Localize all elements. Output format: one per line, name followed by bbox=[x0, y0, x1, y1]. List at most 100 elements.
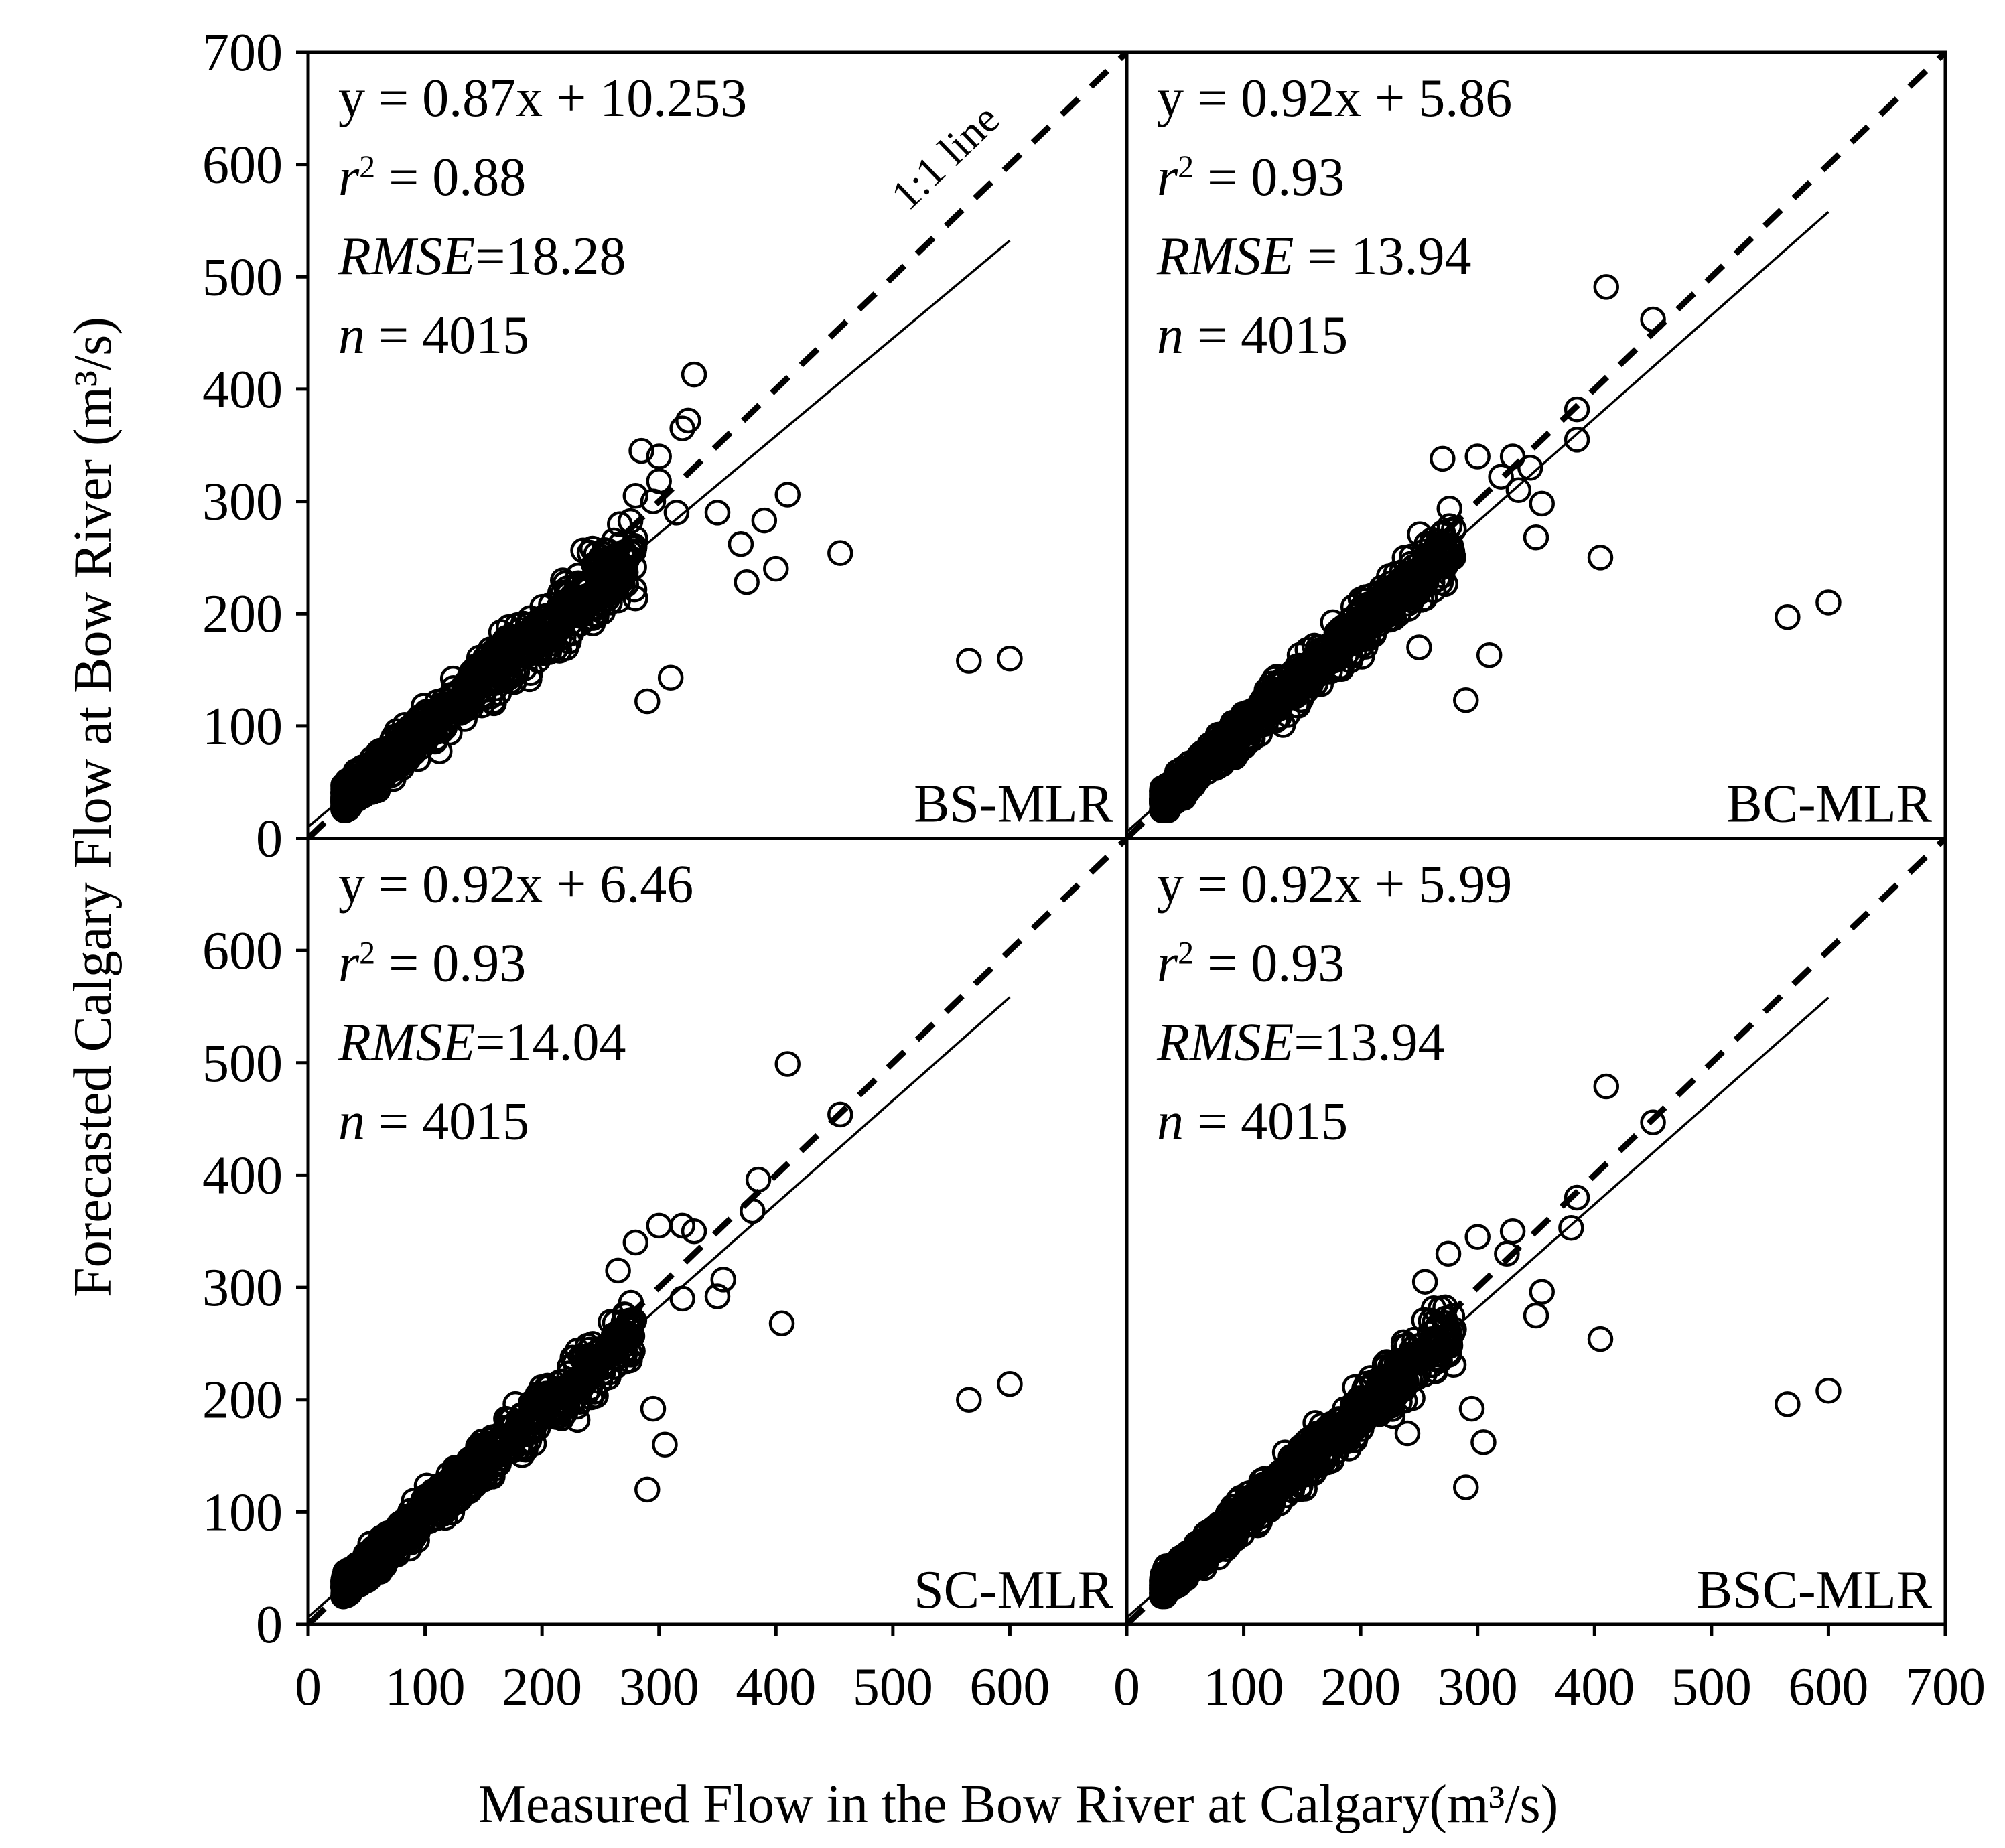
r-squared: r2 = 0.93 bbox=[338, 934, 526, 993]
data-point bbox=[704, 1283, 731, 1309]
data-point bbox=[634, 688, 661, 715]
data-point bbox=[1313, 1428, 1340, 1454]
regression-equation: y = 0.92x + 5.86 bbox=[1157, 69, 1512, 128]
data-point bbox=[392, 730, 419, 757]
data-point bbox=[1435, 1240, 1462, 1267]
data-point bbox=[1587, 545, 1614, 571]
model-label: SC-MLR bbox=[914, 1561, 1113, 1620]
data-point bbox=[1529, 490, 1555, 517]
data-point bbox=[1149, 1580, 1175, 1607]
data-point bbox=[1432, 553, 1458, 579]
data-point bbox=[675, 407, 701, 434]
data-point bbox=[745, 1166, 772, 1193]
data-point bbox=[1360, 593, 1387, 620]
one-to-one-line bbox=[1127, 52, 1945, 839]
data-point bbox=[575, 1364, 602, 1391]
data-point bbox=[583, 541, 609, 567]
data-point bbox=[740, 1198, 766, 1224]
y-tick-top-500: 500 bbox=[202, 248, 283, 307]
regression-equation: y = 0.87x + 10.253 bbox=[338, 69, 747, 128]
data-point bbox=[1593, 274, 1619, 300]
data-point bbox=[1299, 1427, 1326, 1454]
data-point bbox=[1564, 427, 1590, 453]
data-point bbox=[1775, 1391, 1801, 1417]
one-to-one-line bbox=[308, 52, 1127, 839]
data-point bbox=[1464, 443, 1491, 470]
scatter-points bbox=[330, 361, 1023, 823]
data-point bbox=[1815, 1378, 1842, 1404]
data-point bbox=[768, 1310, 795, 1336]
panel-sc-mlr: y = 0.92x + 6.46 r2 = 0.93 RMSE=14.04 n = 4… bbox=[306, 837, 1129, 1626]
data-point bbox=[450, 1473, 476, 1499]
y-tick-bottom-400: 400 bbox=[202, 1146, 283, 1205]
one-to-one-label: 1:1 line bbox=[882, 94, 1008, 218]
data-point bbox=[997, 1370, 1023, 1397]
y-tick-bottom-500: 500 bbox=[202, 1034, 283, 1093]
x-tick-right-0: 0 bbox=[1113, 1658, 1140, 1717]
data-point bbox=[1775, 603, 1801, 630]
data-point bbox=[1286, 1455, 1312, 1482]
data-point bbox=[1564, 1184, 1590, 1211]
data-point bbox=[1340, 593, 1367, 620]
y-tick-top-400: 400 bbox=[202, 360, 283, 419]
data-point bbox=[634, 1476, 661, 1503]
data-point bbox=[559, 1344, 585, 1370]
data-point bbox=[564, 1337, 591, 1364]
regression-line bbox=[308, 239, 1011, 828]
data-point bbox=[622, 482, 649, 509]
data-point bbox=[1342, 613, 1368, 639]
data-point bbox=[436, 1478, 463, 1504]
y-tick-bottom-300: 300 bbox=[202, 1259, 283, 1318]
data-point bbox=[575, 585, 601, 612]
r-squared: r2 = 0.88 bbox=[338, 148, 526, 207]
data-point bbox=[1436, 1322, 1462, 1349]
data-point bbox=[397, 1522, 423, 1549]
y-tick-top-600: 600 bbox=[202, 136, 283, 195]
data-point bbox=[617, 508, 644, 535]
y-axis-label: Forecasted Calgary Flow at Bow River (m³… bbox=[64, 317, 123, 1297]
data-point bbox=[533, 1380, 559, 1407]
data-point bbox=[358, 1543, 385, 1569]
data-point bbox=[496, 614, 522, 640]
x-tick-left-300: 300 bbox=[619, 1658, 699, 1717]
data-point bbox=[524, 622, 550, 649]
y-tick-bottom-600: 600 bbox=[202, 922, 283, 981]
data-point bbox=[1523, 524, 1549, 551]
data-point bbox=[1406, 634, 1432, 660]
data-point bbox=[1505, 477, 1532, 504]
one-to-one-line bbox=[308, 838, 1127, 1624]
data-point bbox=[1488, 464, 1514, 490]
data-point bbox=[681, 361, 707, 388]
data-point bbox=[345, 1562, 372, 1588]
data-point bbox=[1436, 496, 1463, 522]
model-label: BC-MLR bbox=[1726, 775, 1932, 834]
data-point bbox=[1640, 1109, 1666, 1135]
x-tick-right-200: 200 bbox=[1320, 1658, 1401, 1717]
x-tick-right-100: 100 bbox=[1204, 1658, 1284, 1717]
data-point bbox=[1529, 1279, 1555, 1305]
data-point bbox=[827, 540, 853, 566]
data-point bbox=[1640, 306, 1666, 333]
data-point bbox=[1430, 445, 1456, 472]
x-tick-left-100: 100 bbox=[385, 1658, 466, 1717]
data-point bbox=[774, 482, 801, 508]
data-point bbox=[1464, 1224, 1491, 1250]
data-point bbox=[469, 1457, 496, 1484]
data-point bbox=[335, 788, 361, 814]
x-tick-right-500: 500 bbox=[1671, 1658, 1752, 1717]
data-point bbox=[1370, 1383, 1397, 1410]
data-point bbox=[1171, 762, 1197, 788]
data-point bbox=[1192, 747, 1219, 773]
data-point bbox=[1241, 1495, 1268, 1522]
x-tick-left-500: 500 bbox=[853, 1658, 933, 1717]
data-point bbox=[763, 555, 789, 582]
data-point bbox=[1411, 1269, 1438, 1295]
x-tick-right-300: 300 bbox=[1438, 1658, 1518, 1717]
data-point bbox=[1499, 1218, 1526, 1245]
data-point bbox=[480, 660, 507, 687]
data-point bbox=[369, 760, 395, 786]
sample-size: n = 4015 bbox=[1157, 1092, 1348, 1151]
data-point bbox=[621, 1307, 648, 1334]
data-point bbox=[605, 1322, 632, 1349]
data-point bbox=[1291, 658, 1318, 685]
